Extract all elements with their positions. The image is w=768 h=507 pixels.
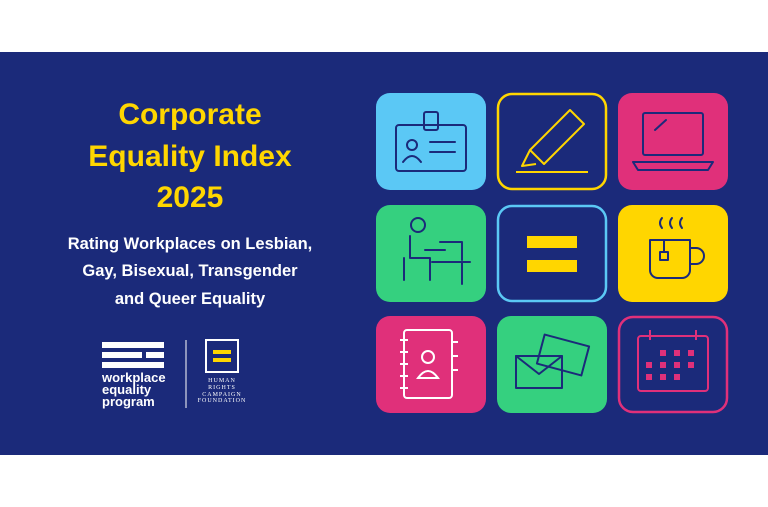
- tile-calendar: [617, 315, 729, 414]
- subtitle-line: Rating Workplaces on Lesbian,: [68, 235, 313, 253]
- logo-text: RIGHTS: [208, 385, 236, 391]
- tile-mug: [618, 205, 728, 302]
- tile-desk: [376, 205, 486, 302]
- title-line: Corporate: [118, 98, 261, 131]
- title-line: 2025: [157, 181, 224, 214]
- logo-text: CAMPAIGN: [202, 392, 241, 398]
- logo-text: FOUNDATION: [198, 398, 247, 404]
- hrc-logo: HUMAN RIGHTS CAMPAIGN FOUNDATION: [198, 339, 247, 404]
- logo-text: workplace: [101, 370, 166, 385]
- title-line: Equality Index: [88, 140, 292, 173]
- tile-equals: [496, 204, 608, 303]
- logo-text: program: [102, 394, 155, 409]
- tile-envelopes: [497, 316, 607, 413]
- logo-text: equality: [102, 382, 152, 397]
- tile-notebook: [376, 316, 486, 413]
- logo-text: HUMAN: [208, 378, 236, 384]
- subtitle-line: Gay, Bisexual, Transgender: [82, 262, 298, 280]
- tile-highlighter: [496, 92, 608, 191]
- wep-logo: workplace equality program: [101, 342, 166, 409]
- tile-id-badge: [376, 93, 486, 190]
- subtitle-line: and Queer Equality: [115, 290, 266, 308]
- tile-laptop: [618, 93, 728, 190]
